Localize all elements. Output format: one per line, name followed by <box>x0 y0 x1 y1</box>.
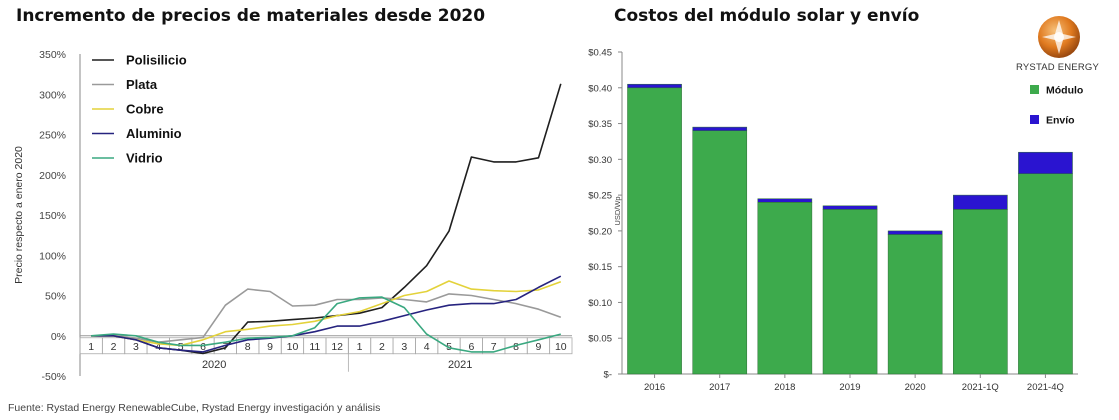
legend-label: Aluminio <box>126 126 182 141</box>
bar-módulo <box>627 87 682 375</box>
series-line-aluminio <box>91 275 562 353</box>
x-tick-label: 4 <box>424 341 430 353</box>
y-axis-label: USD/Wp <box>613 196 622 225</box>
legend-label: Polisilicio <box>126 53 187 68</box>
x-tick-label: 2021-4Q <box>1027 382 1064 393</box>
x-tick-label: 6 <box>200 341 206 353</box>
bar-chart-title: Costos del módulo solar y envío <box>614 6 920 26</box>
x-tick-label: 7 <box>491 341 497 353</box>
x-tick-label: 8 <box>245 341 251 353</box>
bar-envío <box>822 205 878 210</box>
line-chart: 350%300%250%200%150%100%50%0%-50%1 2 3 4 5 6 7… <box>13 49 573 383</box>
bar-envío <box>887 230 943 235</box>
y-tick-label: $0.35 <box>588 119 612 130</box>
x-tick-label: 10 <box>287 341 299 353</box>
bar-módulo <box>953 209 1008 375</box>
y-tick-label: $0.10 <box>588 298 612 309</box>
x-tick-label: 6 <box>468 341 474 353</box>
x-tick-label: 3 <box>133 341 139 353</box>
series-line-vidrio <box>91 296 561 353</box>
bar-módulo <box>692 130 748 375</box>
x-tick-label: 9 <box>536 341 542 353</box>
y-tick-label: 100% <box>39 250 66 262</box>
x-tick-label: 9 <box>267 341 273 353</box>
y-tick-label: 250% <box>39 130 66 142</box>
x-tick-label: 3 <box>401 341 407 353</box>
x-tick-label: 1 <box>357 341 363 353</box>
line-chart-title: Incremento de precios de materiales desd… <box>16 6 486 26</box>
legend-swatch <box>1030 85 1039 94</box>
bar-envío <box>953 194 1008 210</box>
bar-módulo <box>757 202 813 375</box>
x-tick-label: 10 <box>555 341 567 353</box>
bar-módulo <box>1018 173 1073 375</box>
y-tick-label: 50% <box>45 291 66 303</box>
bar-envío <box>757 198 813 203</box>
y-tick-label: 150% <box>39 210 66 222</box>
brand-name: RYSTAD ENERGY <box>1016 62 1100 73</box>
y-tick-label: 350% <box>39 49 66 61</box>
series-line-plata <box>91 288 562 344</box>
year-label: 2020 <box>202 359 226 371</box>
bar-chart: $0.45 $0.40 $0.35 $0.30 $0.25 $0.20 $0.15 $0.10… <box>588 48 1083 394</box>
bar-módulo <box>822 209 878 375</box>
x-tick-label: 1 <box>88 341 94 353</box>
x-tick-label: 2020 <box>905 382 926 393</box>
y-tick-label: $0.15 <box>588 262 612 273</box>
x-tick-box <box>549 337 573 355</box>
bar-módulo <box>887 234 943 375</box>
y-axis-label: Precio respecto a enero 2020 <box>13 146 25 284</box>
x-tick-label: 5 <box>178 341 184 353</box>
x-tick-label: 2018 <box>774 382 795 393</box>
x-tick-label: 11 <box>309 341 320 353</box>
legend-label: Plata <box>126 77 158 92</box>
x-tick-label: 8 <box>513 341 519 353</box>
x-tick-label: 4 <box>155 341 161 353</box>
legend-swatch <box>1030 115 1039 124</box>
x-tick-label: 2019 <box>839 382 860 393</box>
y-tick-label: 200% <box>39 170 66 182</box>
y-tick-label: $0.30 <box>588 155 612 166</box>
x-tick-label: 2021-1Q <box>962 382 999 393</box>
y-tick-label: 300% <box>39 89 66 101</box>
y-tick-label: $- <box>604 370 612 381</box>
y-tick-label: $0.45 <box>588 48 612 59</box>
legend-label: Vidrio <box>126 151 163 166</box>
legend-label: Cobre <box>126 102 164 117</box>
legend-label: Envío <box>1046 115 1075 127</box>
y-tick-label: $0.25 <box>588 191 612 202</box>
x-tick-label: 2 <box>111 341 117 353</box>
x-tick-label: 2 <box>379 341 385 353</box>
x-tick-label: 2016 <box>644 382 665 393</box>
year-label: 2021 <box>448 359 472 371</box>
y-tick-label: $0.05 <box>588 334 612 345</box>
bar-envío <box>627 83 682 89</box>
y-tick-label: $0.40 <box>588 83 612 94</box>
x-tick-label: 12 <box>331 341 343 353</box>
y-tick-label: -50% <box>41 371 66 383</box>
x-tick-label: 2017 <box>709 382 730 393</box>
y-tick-label: $0.20 <box>588 226 612 237</box>
legend-label: Módulo <box>1046 85 1083 97</box>
bar-envío <box>1018 151 1073 174</box>
x-tick-label: 5 <box>446 341 452 353</box>
source-note: Fuente: Rystad Energy RenewableCube, Rys… <box>8 402 381 414</box>
bar-envío <box>692 126 748 131</box>
rystad-logo-icon <box>1038 16 1080 58</box>
y-tick-label: 0% <box>51 331 66 343</box>
